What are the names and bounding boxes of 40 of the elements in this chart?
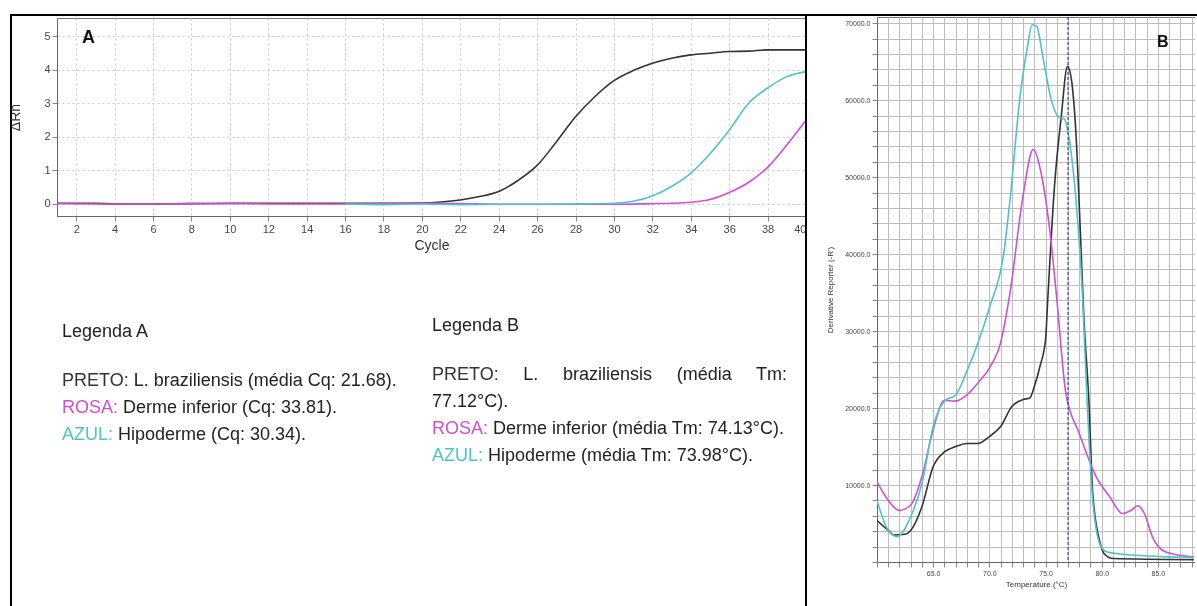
x-tick-label: 14 bbox=[301, 222, 314, 235]
x-tick-label: 18 bbox=[377, 222, 391, 235]
x-tick-label: 30 bbox=[608, 222, 621, 235]
x-tick-label: 32 bbox=[646, 222, 659, 235]
x-tick-label: 38 bbox=[761, 222, 775, 235]
text: ROSA: Derme inferior (Cq: 33.81). bbox=[62, 396, 339, 419]
x-axis-title: Temperature (°C) bbox=[1005, 579, 1068, 589]
x-tick-label: 4 bbox=[112, 222, 119, 235]
annotation: A bbox=[82, 27, 95, 47]
x-tick-label: 36 bbox=[723, 222, 736, 235]
x-tick-label: 28 bbox=[569, 222, 583, 235]
text: AZUL: Hipoderme (média Tm: 73.98°C). bbox=[432, 444, 754, 467]
text: AZUL: Hipoderme (Cq: 30.34). bbox=[62, 423, 308, 446]
x-tick-label: 22 bbox=[454, 222, 467, 235]
y-tick-label: 2 bbox=[44, 130, 51, 143]
x-tick-label: 12 bbox=[262, 222, 275, 235]
x-tick-label: 34 bbox=[685, 222, 698, 235]
y-axis-title: Derivative Reporter (-R') bbox=[826, 246, 836, 334]
x-tick-label: 8 bbox=[188, 222, 195, 235]
annotation: B bbox=[1157, 33, 1169, 50]
x-tick-label: 10 bbox=[224, 222, 237, 235]
x-tick-label: 24 bbox=[493, 222, 506, 235]
y-tick-label: 3 bbox=[44, 96, 51, 109]
x-tick-label: 2 bbox=[73, 222, 80, 235]
text: Legenda A bbox=[62, 320, 150, 343]
y-tick-label: 4 bbox=[44, 63, 51, 76]
x-tick-label: 6 bbox=[150, 222, 157, 235]
x-tick-label: 26 bbox=[531, 222, 544, 235]
y-tick-label: 0 bbox=[44, 197, 51, 210]
y-tick-label: 1 bbox=[44, 163, 51, 176]
line-series bbox=[877, 148, 1195, 558]
x-tick-label: 20 bbox=[416, 222, 429, 235]
text: Legenda B bbox=[432, 314, 521, 337]
line-series bbox=[344, 70, 806, 206]
text: ROSA: Derme inferior (média Tm: 74.13°C). bbox=[432, 417, 785, 440]
text: PRETO: L. braziliensis (média Cq: 21.68). bbox=[62, 369, 397, 392]
x-tick-label: 16 bbox=[339, 222, 352, 235]
text: PRETO: L. braziliensis (média Tm: 77.12°C). bbox=[432, 364, 787, 411]
x-axis-title: Cycle bbox=[414, 236, 450, 253]
y-tick-label: 5 bbox=[44, 29, 51, 42]
